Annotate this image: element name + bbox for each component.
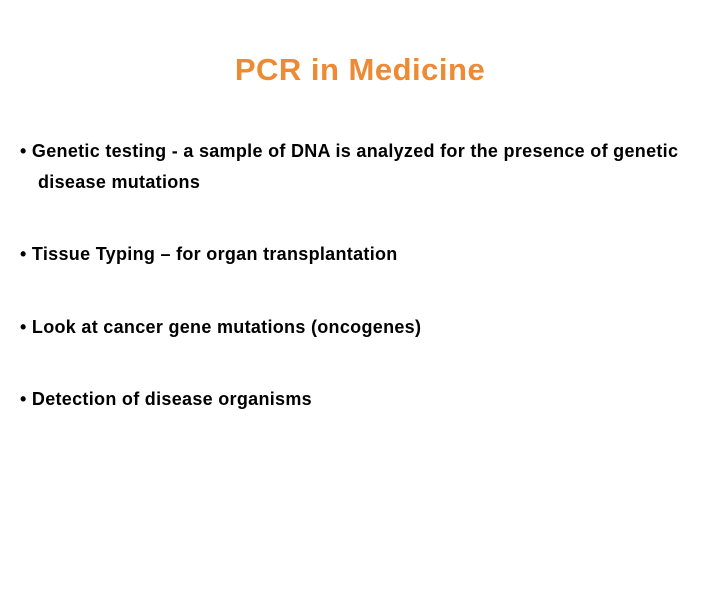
list-item: Tissue Typing – for organ transplantatio… (20, 239, 720, 270)
slide-title: PCR in Medicine (0, 52, 720, 88)
bullet-list: Genetic testing - a sample of DNA is ana… (0, 136, 720, 415)
list-item: Look at cancer gene mutations (oncogenes… (20, 312, 720, 343)
slide-container: PCR in Medicine Genetic testing - a samp… (0, 52, 720, 592)
list-item: Detection of disease organisms (20, 384, 720, 415)
list-item: Genetic testing - a sample of DNA is ana… (20, 136, 720, 197)
